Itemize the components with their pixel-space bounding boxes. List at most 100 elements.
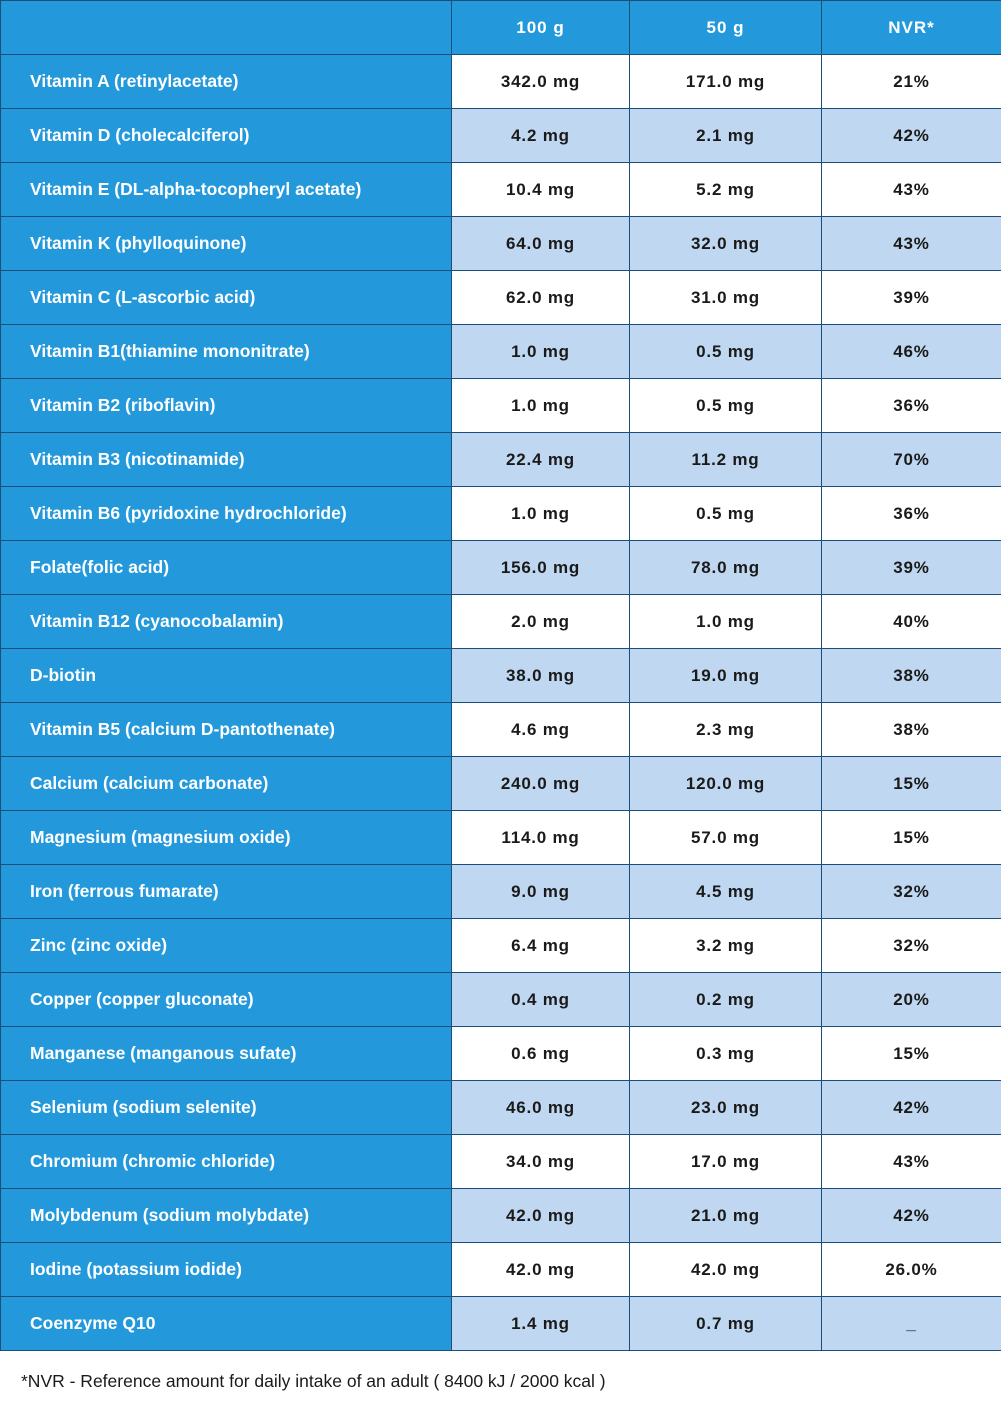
amount-100g: 2.0 mg [451,594,630,649]
nutrient-name: Selenium (sodium selenite) [0,1080,452,1135]
amount-100g: 38.0 mg [451,648,630,703]
amount-100g: 1.0 mg [451,324,630,379]
table-row: Manganese (manganous sufate) 0.6 mg 0.3 mg… [0,1026,1001,1081]
amount-100g: 64.0 mg [451,216,630,271]
amount-50g: 57.0 mg [629,810,822,865]
nvr-percent: 26.0% [821,1242,1001,1297]
nutrient-name: Vitamin E (DL-alpha-tocopheryl acetate) [0,162,452,217]
amount-50g: 21.0 mg [629,1188,822,1243]
amount-50g: 120.0 mg [629,756,822,811]
nvr-percent: 43% [821,162,1001,217]
table-row: Vitamin K (phylloquinone) 64.0 mg 32.0 mg 4… [0,216,1001,271]
nutrient-name: Copper (copper gluconate) [0,972,452,1027]
amount-100g: 114.0 mg [451,810,630,865]
nvr-percent: _ [821,1296,1001,1351]
amount-100g: 1.4 mg [451,1296,630,1351]
header-50g: 50 g [629,0,822,55]
table-row: Selenium (sodium selenite) 46.0 mg 23.0 mg… [0,1080,1001,1135]
nvr-percent: 15% [821,756,1001,811]
nutrient-name: Vitamin C (L-ascorbic acid) [0,270,452,325]
nutrient-name: Zinc (zinc oxide) [0,918,452,973]
amount-50g: 0.3 mg [629,1026,822,1081]
table-row: Zinc (zinc oxide) 6.4 mg 3.2 mg 32% [0,918,1001,973]
nvr-percent: 43% [821,1134,1001,1189]
amount-100g: 62.0 mg [451,270,630,325]
header-100g: 100 g [451,0,630,55]
nvr-percent: 43% [821,216,1001,271]
table-row: Vitamin B12 (cyanocobalamin) 2.0 mg 1.0 mg… [0,594,1001,649]
table-body: Vitamin A (retinylacetate) 342.0 mg 171.0 … [0,54,1001,1351]
footnote: *NVR - Reference amount for daily intake… [21,1371,606,1391]
amount-50g: 23.0 mg [629,1080,822,1135]
amount-50g: 5.2 mg [629,162,822,217]
nutrient-name: Vitamin A (retinylacetate) [0,54,452,109]
nutrient-name: Iodine (potassium iodide) [0,1242,452,1297]
amount-100g: 1.0 mg [451,486,630,541]
nvr-percent: 42% [821,108,1001,163]
table-row: Folate(folic acid) 156.0 mg 78.0 mg 39% [0,540,1001,595]
nvr-percent: 36% [821,486,1001,541]
header-blank [0,0,452,55]
nvr-percent: 40% [821,594,1001,649]
nutrient-name: Folate(folic acid) [0,540,452,595]
nutrient-name: Molybdenum (sodium molybdate) [0,1188,452,1243]
nvr-percent: 20% [821,972,1001,1027]
amount-100g: 4.6 mg [451,702,630,757]
amount-50g: 2.1 mg [629,108,822,163]
nvr-percent: 39% [821,270,1001,325]
amount-50g: 0.5 mg [629,378,822,433]
nvr-percent: 21% [821,54,1001,109]
amount-100g: 34.0 mg [451,1134,630,1189]
nutrient-name: Vitamin B1(thiamine mononitrate) [0,324,452,379]
header-nvr: NVR* [821,0,1001,55]
nutrient-name: D-biotin [0,648,452,703]
amount-50g: 78.0 mg [629,540,822,595]
amount-50g: 0.5 mg [629,324,822,379]
nutrient-name: Vitamin B6 (pyridoxine hydrochloride) [0,486,452,541]
nvr-percent: 38% [821,702,1001,757]
table-row: Vitamin E (DL-alpha-tocopheryl acetate) 1… [0,162,1001,217]
table-row: Vitamin B2 (riboflavin) 1.0 mg 0.5 mg 36% [0,378,1001,433]
amount-100g: 42.0 mg [451,1242,630,1297]
table-row: Iodine (potassium iodide) 42.0 mg 42.0 mg 2… [0,1242,1001,1297]
amount-100g: 4.2 mg [451,108,630,163]
nvr-percent: 38% [821,648,1001,703]
nvr-percent: 42% [821,1080,1001,1135]
amount-100g: 342.0 mg [451,54,630,109]
nutrient-name: Coenzyme Q10 [0,1296,452,1351]
amount-50g: 0.2 mg [629,972,822,1027]
nutrient-name: Manganese (manganous sufate) [0,1026,452,1081]
nutrient-name: Iron (ferrous fumarate) [0,864,452,919]
amount-50g: 11.2 mg [629,432,822,487]
nutrient-name: Calcium (calcium carbonate) [0,756,452,811]
amount-100g: 6.4 mg [451,918,630,973]
nutrient-name: Vitamin B3 (nicotinamide) [0,432,452,487]
nvr-percent: 15% [821,1026,1001,1081]
amount-50g: 3.2 mg [629,918,822,973]
amount-100g: 46.0 mg [451,1080,630,1135]
table-row: Coenzyme Q10 1.4 mg 0.7 mg _ [0,1296,1001,1351]
table-row: Vitamin B1(thiamine mononitrate) 1.0 mg 0.… [0,324,1001,379]
table-row: D-biotin 38.0 mg 19.0 mg 38% [0,648,1001,703]
amount-50g: 17.0 mg [629,1134,822,1189]
nutrient-name: Chromium (chromic chloride) [0,1134,452,1189]
nvr-percent: 46% [821,324,1001,379]
amount-100g: 42.0 mg [451,1188,630,1243]
nutrient-name: Vitamin B12 (cyanocobalamin) [0,594,452,649]
amount-50g: 42.0 mg [629,1242,822,1297]
table-row: Vitamin A (retinylacetate) 342.0 mg 171.0 … [0,54,1001,109]
nvr-percent: 70% [821,432,1001,487]
nvr-percent: 42% [821,1188,1001,1243]
amount-100g: 1.0 mg [451,378,630,433]
nutrient-name: Magnesium (magnesium oxide) [0,810,452,865]
table-header-row: 100 g 50 g NVR* [0,0,1001,55]
table-row: Iron (ferrous fumarate) 9.0 mg 4.5 mg 32% [0,864,1001,919]
amount-100g: 240.0 mg [451,756,630,811]
nutrient-name: Vitamin D (cholecalciferol) [0,108,452,163]
table-row: Chromium (chromic chloride) 34.0 mg 17.0 m… [0,1134,1001,1189]
nvr-percent: 39% [821,540,1001,595]
table-row: Vitamin B6 (pyridoxine hydrochloride) 1.0… [0,486,1001,541]
amount-50g: 32.0 mg [629,216,822,271]
nvr-percent: 32% [821,864,1001,919]
table-row: Magnesium (magnesium oxide) 114.0 mg 57.0 … [0,810,1001,865]
